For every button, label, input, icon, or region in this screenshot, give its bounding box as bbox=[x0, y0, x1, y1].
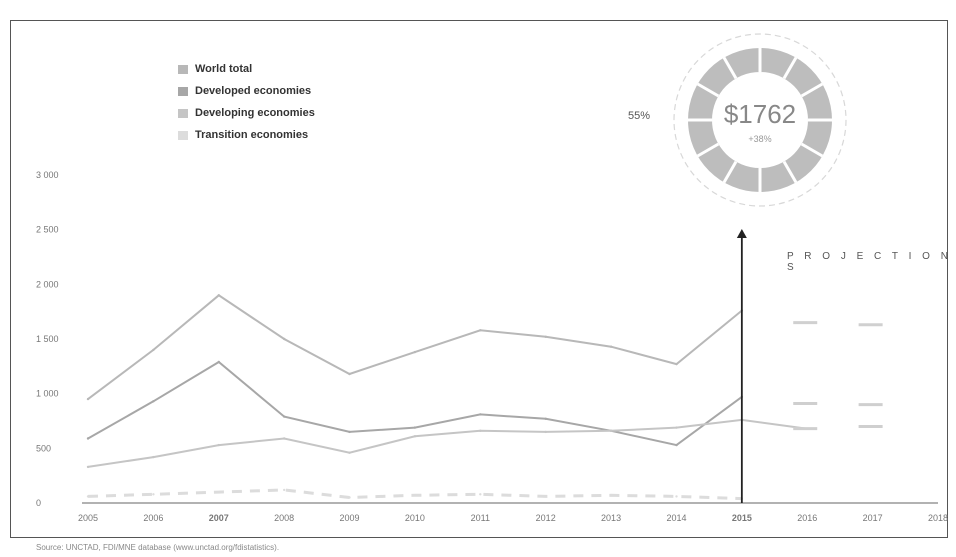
x-tick-label: 2011 bbox=[471, 513, 490, 523]
projection-lines bbox=[793, 321, 883, 431]
donut-center-value: $1762 bbox=[723, 99, 797, 129]
data-point bbox=[152, 348, 155, 352]
data-point bbox=[86, 437, 90, 440]
data-point bbox=[217, 360, 220, 364]
series-line-2 bbox=[87, 360, 743, 447]
data-point bbox=[479, 493, 482, 496]
donut-hole bbox=[712, 72, 808, 168]
data-point bbox=[479, 429, 482, 432]
data-point bbox=[217, 490, 220, 494]
x-tick-label: 2015 bbox=[732, 513, 752, 523]
y-tick-label: 2 000 bbox=[36, 279, 59, 289]
x-tick-label: 2013 bbox=[601, 513, 621, 523]
legend-label: Developing economies bbox=[195, 107, 315, 119]
donut-separator bbox=[696, 82, 720, 98]
x-tick-label: 2018 bbox=[928, 513, 948, 523]
donut-separator bbox=[800, 82, 824, 98]
data-point bbox=[152, 493, 155, 496]
data-point bbox=[283, 337, 286, 341]
donut-separator bbox=[722, 56, 738, 80]
data-point bbox=[283, 415, 286, 418]
donut-left-label: 55% bbox=[628, 110, 651, 122]
data-point bbox=[413, 435, 417, 438]
data-point bbox=[348, 496, 351, 499]
data-point bbox=[348, 430, 351, 434]
y-tick-label: 0 bbox=[36, 498, 41, 508]
legend-swatch bbox=[178, 130, 188, 140]
x-tick-label: 2008 bbox=[274, 513, 294, 523]
donut-separator bbox=[782, 56, 798, 80]
data-point bbox=[609, 345, 613, 348]
donut-separator bbox=[782, 160, 798, 184]
legend-label: World total bbox=[195, 63, 253, 75]
y-tick-label: 1 500 bbox=[36, 334, 59, 344]
series-line-3 bbox=[87, 418, 808, 468]
x-tick-label: 2010 bbox=[405, 513, 425, 523]
projections-label: P R O J E C T I O N S bbox=[787, 251, 952, 273]
source-note: Source: UNCTAD, FDI/MNE database (www.un… bbox=[36, 543, 280, 552]
donut-center-subtext: +38% bbox=[748, 134, 772, 144]
legend-swatch bbox=[178, 64, 188, 74]
x-tick-label: 2012 bbox=[536, 513, 556, 523]
data-point bbox=[479, 413, 482, 416]
data-point bbox=[675, 495, 678, 498]
y-tick-label: 1 000 bbox=[36, 389, 59, 399]
data-point bbox=[544, 430, 547, 434]
donut-separator bbox=[696, 142, 720, 158]
data-point bbox=[544, 335, 547, 338]
y-tick-label: 3 000 bbox=[36, 170, 59, 180]
axes: 0 500 1 000 1 500 2 000 2 500 3 000 2005 2006 200… bbox=[36, 170, 948, 523]
legend-swatch bbox=[178, 108, 188, 118]
data-point bbox=[217, 443, 220, 447]
legend-item: World total bbox=[178, 58, 315, 80]
data-point bbox=[152, 455, 155, 459]
x-tick-label: 2007 bbox=[209, 513, 229, 523]
x-tick-label: 2009 bbox=[340, 513, 360, 523]
x-tick-label: 2005 bbox=[78, 513, 98, 523]
data-point bbox=[348, 372, 351, 376]
legend: World total Developed economies Developi… bbox=[178, 58, 315, 146]
x-tick-label: 2014 bbox=[666, 513, 686, 523]
data-point bbox=[413, 426, 417, 429]
x-tick-label: 2006 bbox=[143, 513, 163, 523]
legend-swatch bbox=[178, 86, 188, 96]
x-tick-label: 2017 bbox=[863, 513, 883, 523]
data-point bbox=[283, 488, 286, 492]
data-point bbox=[413, 494, 417, 497]
data-point bbox=[675, 426, 678, 429]
data-point bbox=[479, 329, 482, 332]
legend-item: Developing economies bbox=[178, 102, 315, 124]
data-point bbox=[348, 451, 351, 454]
data-point bbox=[675, 443, 678, 447]
data-point bbox=[544, 417, 547, 420]
data-point bbox=[609, 429, 613, 432]
data-point bbox=[544, 495, 547, 498]
series-line-1 bbox=[87, 294, 743, 400]
data-point bbox=[86, 465, 90, 469]
data-point bbox=[413, 350, 417, 354]
donut-outer-ring bbox=[673, 33, 847, 207]
legend-item: Transition economies bbox=[178, 124, 315, 146]
donut-separator bbox=[800, 142, 824, 158]
y-tick-label: 2 500 bbox=[36, 225, 59, 235]
arrow-head bbox=[736, 229, 747, 238]
legend-label: Developed economies bbox=[195, 85, 312, 97]
data-point bbox=[86, 495, 90, 498]
data-point bbox=[86, 397, 90, 401]
series-lines bbox=[86, 294, 809, 501]
data-point bbox=[675, 362, 678, 366]
legend-item: Developed economies bbox=[178, 80, 315, 102]
data-point bbox=[152, 400, 155, 403]
legend-label: Transition economies bbox=[195, 129, 309, 141]
data-point bbox=[283, 437, 286, 440]
data-point bbox=[609, 494, 613, 497]
y-tick-label: 500 bbox=[36, 443, 51, 453]
donut-chart bbox=[673, 33, 847, 207]
chart-frame bbox=[10, 20, 948, 538]
donut-separator bbox=[722, 160, 738, 184]
x-tick-label: 2016 bbox=[797, 513, 817, 523]
projection-arrow bbox=[736, 229, 747, 503]
data-point bbox=[217, 294, 220, 297]
